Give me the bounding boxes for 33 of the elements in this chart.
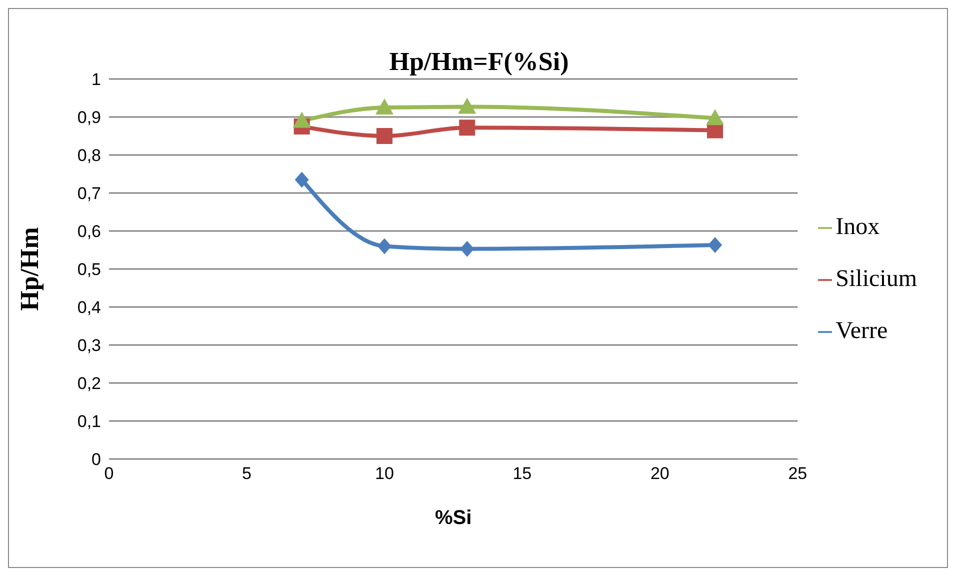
x-tick-label: 25	[788, 464, 808, 484]
legend-label: Verre	[836, 318, 888, 344]
x-tick-label: 10	[375, 464, 394, 484]
y-tick-label: 0,9	[77, 108, 101, 128]
y-tick-label: 0,1	[77, 412, 101, 432]
point	[292, 112, 311, 128]
legend-label: Inox	[836, 214, 880, 240]
x-axis-title: %Si	[434, 507, 472, 529]
point	[460, 240, 474, 257]
point	[377, 238, 392, 254]
point	[294, 172, 309, 188]
x-tick-label: 20	[650, 464, 670, 484]
y-tick-label: 0	[92, 450, 101, 470]
point	[375, 98, 394, 114]
legend-label: Silicium	[836, 266, 917, 292]
y-tick-label: 0,6	[77, 222, 101, 242]
point	[376, 128, 392, 144]
x-tick-label: 5	[242, 464, 252, 484]
point	[458, 98, 476, 114]
y-tick-label: 0,5	[77, 260, 101, 280]
x-tick-label: 15	[512, 464, 532, 484]
point	[706, 109, 724, 126]
y-tick-label: 0,3	[77, 336, 101, 356]
y-tick-label: 0,8	[77, 146, 101, 166]
y-tick-label: 1	[92, 70, 101, 90]
point	[459, 120, 476, 136]
y-tick-label: 0,4	[77, 298, 101, 318]
chart-title: Hp/Hm=F(%Si)	[389, 47, 569, 76]
x-tick-label: 0	[104, 464, 114, 484]
y-axis-title: Hp/Hm	[15, 226, 44, 311]
y-tick-label: 0,2	[77, 374, 101, 394]
point	[708, 237, 722, 254]
y-tick-label: 0,7	[77, 184, 101, 204]
